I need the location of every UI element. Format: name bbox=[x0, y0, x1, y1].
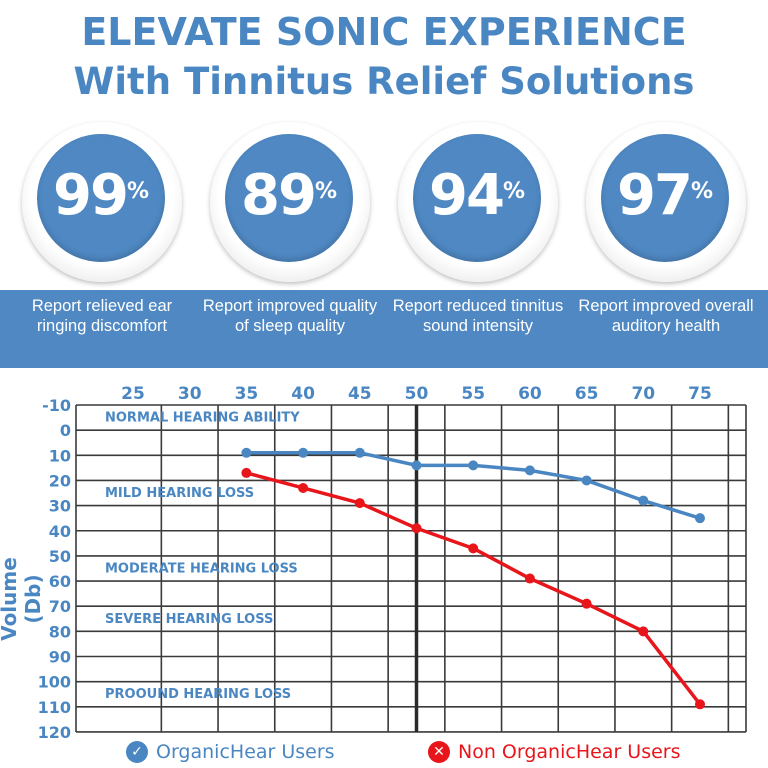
stat-caption: Report reduced tinnitus sound intensity bbox=[392, 297, 564, 335]
stat-value: 94% bbox=[429, 163, 525, 228]
y-tick-label: 100 bbox=[38, 673, 71, 692]
data-point bbox=[354, 498, 365, 509]
x-tick-label: 50 bbox=[405, 384, 429, 404]
zone-label: SEVERE HEARING LOSS bbox=[105, 612, 273, 627]
data-point bbox=[638, 626, 649, 637]
series-line bbox=[245, 471, 702, 706]
y-tick-label: 40 bbox=[49, 522, 71, 541]
data-point bbox=[298, 447, 309, 458]
y-tick-label: 0 bbox=[60, 421, 71, 440]
y-tick-label: 30 bbox=[49, 497, 71, 516]
y-tick-label: 80 bbox=[49, 622, 71, 641]
x-tick-label: 30 bbox=[178, 384, 202, 404]
y-tick-label: 20 bbox=[49, 471, 71, 490]
data-point bbox=[638, 495, 649, 506]
check-circle-icon: ✓ bbox=[126, 741, 148, 763]
x-circle-icon: ✕ bbox=[428, 741, 450, 763]
data-point bbox=[524, 573, 535, 584]
x-tick-label: 40 bbox=[291, 384, 315, 404]
data-point bbox=[298, 482, 309, 493]
data-point bbox=[411, 523, 422, 534]
data-point bbox=[695, 699, 705, 710]
zone-label: NORMAL HEARING ABILITY bbox=[105, 411, 300, 426]
x-tick-label: 75 bbox=[688, 384, 712, 404]
legend-label: OrganicHear Users bbox=[156, 741, 335, 763]
x-tick-label: 70 bbox=[631, 384, 655, 404]
stat-caption: Report improved overall auditory health bbox=[578, 297, 754, 335]
y-tick-label: -10 bbox=[42, 396, 71, 415]
stat-value: 89% bbox=[241, 163, 337, 228]
stat-circle-relieved: 99% bbox=[22, 122, 182, 282]
zone-label: MODERATE HEARING LOSS bbox=[105, 561, 298, 576]
y-tick-label: 110 bbox=[38, 698, 71, 717]
audiogram-chart: 25 30 35 40 45 50 55 60 65 70 75 -10 0 10 20 30 40 50 60 70… bbox=[38, 384, 747, 740]
data-point bbox=[468, 460, 479, 471]
x-tick-label: 55 bbox=[461, 384, 485, 404]
data-point bbox=[468, 543, 479, 554]
x-tick-label: 65 bbox=[575, 384, 599, 404]
data-point bbox=[241, 447, 252, 458]
y-tick-label: 50 bbox=[49, 547, 71, 566]
y-tick-label: 10 bbox=[49, 446, 71, 465]
data-point bbox=[581, 598, 592, 609]
y-tick-label: 70 bbox=[49, 597, 71, 616]
zone-label: PROOUND HEARING LOSS bbox=[105, 687, 291, 702]
data-point bbox=[411, 460, 422, 471]
stat-caption: Report improved quality of sleep quality bbox=[202, 297, 378, 335]
y-tick-label: 60 bbox=[49, 572, 71, 591]
data-point bbox=[354, 447, 365, 458]
stat-circle-sleep: 89% bbox=[210, 122, 370, 282]
legend-label: Non OrganicHear Users bbox=[458, 741, 681, 763]
x-tick-label: 45 bbox=[348, 384, 372, 404]
x-tick-label: 25 bbox=[121, 384, 145, 404]
x-tick-label: 60 bbox=[518, 384, 542, 404]
y-tick-label: 120 bbox=[38, 723, 71, 740]
headline-line-1: ELEVATE SONIC EXPERIENCE bbox=[81, 10, 687, 54]
zone-label: MILD HEARING LOSS bbox=[105, 486, 254, 501]
data-point bbox=[241, 467, 252, 478]
y-tick-label: 90 bbox=[49, 648, 71, 667]
data-point bbox=[581, 475, 592, 486]
y-axis-title: Volume (Db) bbox=[0, 557, 45, 641]
data-point bbox=[524, 465, 535, 476]
legend-non-organichear: ✕ Non OrganicHear Users bbox=[428, 740, 681, 764]
stat-value: 99% bbox=[53, 163, 149, 228]
legend-organichear: ✓ OrganicHear Users bbox=[126, 740, 335, 764]
stat-circle-intensity: 94% bbox=[398, 122, 558, 282]
caption-band bbox=[0, 290, 768, 368]
stat-caption: Report relieved ear ringing discomfort bbox=[31, 297, 173, 335]
x-tick-label: 35 bbox=[235, 384, 259, 404]
stat-circle-auditory: 97% bbox=[586, 122, 746, 282]
stat-value: 97% bbox=[617, 163, 713, 228]
data-point bbox=[695, 513, 705, 524]
headline-line-2: With Tinnitus Relief Solutions bbox=[73, 60, 695, 103]
